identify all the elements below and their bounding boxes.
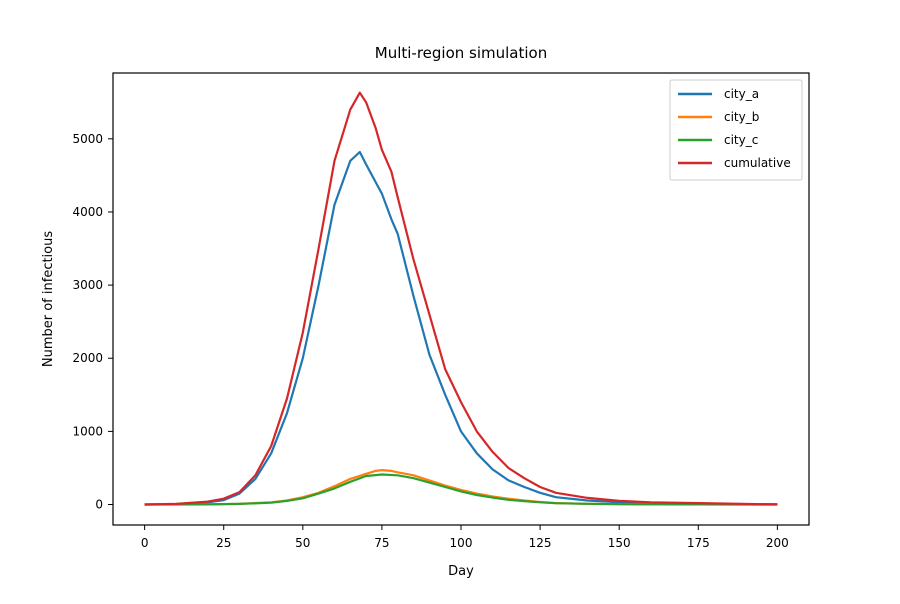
legend-label: city_c — [724, 133, 758, 147]
y-tick-label: 3000 — [72, 278, 103, 292]
y-axis-label: Number of infectious — [41, 231, 56, 367]
x-tick-label: 125 — [529, 536, 552, 550]
y-tick-label: 0 — [95, 498, 103, 512]
x-tick-label: 0 — [141, 536, 149, 550]
legend-label: city_a — [724, 87, 759, 101]
chart-title: Multi-region simulation — [375, 44, 547, 62]
series-line-city-a — [144, 150, 778, 506]
x-tick-label: 150 — [608, 536, 631, 550]
x-axis-label: Day — [448, 564, 474, 579]
x-tick-label: 175 — [687, 536, 710, 550]
x-tick-label: 75 — [374, 536, 389, 550]
x-axis: 0 25 50 75 100 125 150 175 200 — [141, 525, 789, 550]
y-tick-label: 2000 — [72, 351, 103, 365]
legend-label: cumulative — [724, 156, 791, 170]
x-tick-label: 100 — [450, 536, 473, 550]
legend: city_a city_b city_c cumulative — [669, 79, 803, 181]
y-tick-label: 4000 — [72, 205, 103, 219]
legend-box — [669, 79, 803, 181]
y-axis: 0 1000 2000 3000 4000 5000 — [72, 132, 113, 512]
legend-label: city_b — [724, 110, 759, 124]
x-tick-label: 50 — [295, 536, 310, 550]
plot-area — [144, 91, 778, 506]
plot-frame — [112, 72, 810, 526]
x-tick-label: 200 — [766, 536, 789, 550]
series-line-cumulative — [144, 91, 778, 506]
y-tick-label: 5000 — [72, 132, 103, 146]
y-tick-label: 1000 — [72, 424, 103, 438]
series-line-city-c — [144, 473, 778, 506]
x-tick-label: 25 — [216, 536, 231, 550]
